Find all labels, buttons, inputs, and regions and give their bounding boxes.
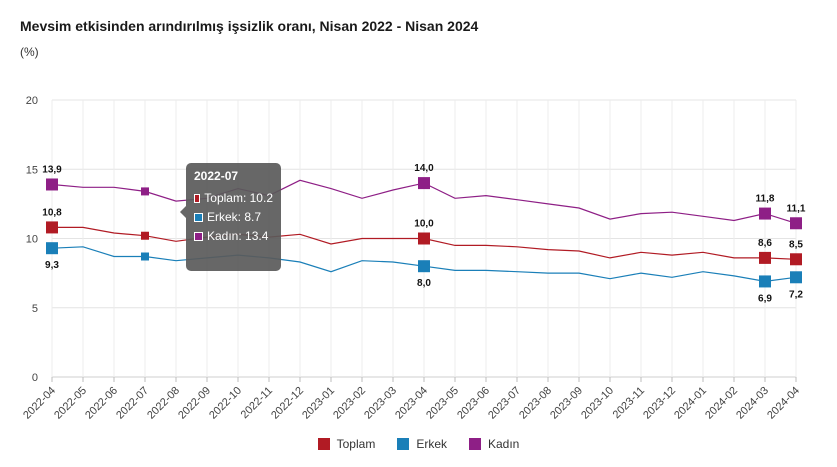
data-label: 10,0: [414, 219, 434, 230]
x-tick-label: 2022-04: [21, 385, 58, 422]
legend-label-erkek: Erkek: [416, 437, 447, 451]
tooltip-text-toplam: Toplam: 10.2: [204, 191, 273, 205]
legend-item-erkek[interactable]: Erkek: [397, 437, 447, 451]
x-tick-label: 2024-04: [765, 385, 802, 422]
marker-kadin: [790, 217, 802, 230]
x-tick-label: 2023-05: [424, 385, 461, 422]
data-label: 13,9: [42, 164, 62, 175]
y-tick-label: 15: [26, 164, 38, 176]
data-label: 11,8: [756, 194, 775, 205]
x-tick-label: 2023-11: [611, 385, 647, 421]
legend-swatch-kadin: [469, 438, 481, 450]
tooltip-row-toplam: Toplam: 10.2: [194, 191, 273, 205]
legend-swatch-erkek: [397, 438, 410, 450]
tooltip-title: 2022-07: [194, 169, 239, 183]
marker-kadin: [418, 177, 430, 190]
marker-toplam: [418, 232, 430, 245]
data-label: 9,3: [45, 260, 59, 271]
legend-label-toplam: Toplam: [336, 437, 376, 451]
x-tick-label: 2023-03: [362, 385, 399, 422]
x-tick-label: 2023-06: [455, 385, 492, 422]
x-tick-label: 2022-11: [239, 385, 275, 421]
data-label: 7,2: [789, 289, 803, 300]
hover-tooltip: 2022-07 Toplam: 10.2 Erkek: 8.7 Kadın: 1…: [180, 163, 281, 271]
marker-toplam: [46, 221, 58, 234]
x-tick-label: 2024-01: [672, 385, 709, 422]
x-tick-label: 2022-09: [176, 385, 213, 422]
data-label: 6,9: [758, 293, 772, 304]
axes: 051015202022-042022-052022-062022-072022…: [21, 95, 802, 422]
data-label: 14,0: [414, 163, 434, 174]
x-tick-label: 2022-06: [83, 385, 120, 422]
y-tick-label: 0: [32, 372, 38, 384]
x-tick-label: 2024-02: [703, 385, 740, 422]
tooltip-arrow: [180, 206, 186, 218]
x-tick-label: 2023-01: [300, 385, 337, 422]
x-tick-label: 2024-03: [734, 385, 771, 422]
x-tick-label: 2023-07: [486, 385, 523, 422]
marker-erkek: [418, 260, 430, 273]
tooltip-text-kadin: Kadın: 13.4: [207, 229, 269, 243]
data-labels: 13,9 10,8 9,3 14,0 10,0 8,0 11,8 8,6 6,9 11,1 8,5 7…: [42, 163, 806, 304]
data-label: 11,1: [787, 203, 806, 214]
x-tick-label: 2022-08: [145, 385, 182, 422]
marker-erkek: [790, 271, 802, 284]
tooltip-row-erkek: Erkek: 8.7: [194, 210, 273, 224]
x-tick-label: 2023-10: [579, 385, 616, 422]
chart-title: Mevsim etkisinden arındırılmış işsizlik …: [20, 18, 479, 34]
legend-label-kadin: Kadın: [488, 437, 520, 451]
x-tick-label: 2022-12: [269, 385, 306, 422]
legend-item-toplam[interactable]: Toplam: [317, 437, 376, 451]
tooltip-row-kadin: Kadın: 13.4: [194, 229, 273, 243]
marker-toplam: [759, 251, 771, 264]
marker-kadin: [46, 178, 58, 191]
data-label: 8,5: [789, 239, 803, 250]
x-tick-label: 2023-09: [548, 385, 585, 422]
tooltip-swatch-toplam: [194, 193, 201, 203]
x-tick-label: 2023-08: [517, 385, 554, 422]
y-tick-label: 20: [26, 95, 38, 107]
hover-marker-erkek: [141, 252, 149, 261]
x-tick-label: 2022-07: [114, 385, 151, 422]
x-tick-label: 2023-12: [641, 385, 678, 422]
hover-marker-toplam: [141, 231, 149, 240]
x-tick-label: 2022-10: [207, 385, 244, 422]
tooltip-swatch-erkek: [194, 212, 203, 222]
hover-marker-kadin: [141, 187, 149, 196]
y-tick-label: 10: [26, 234, 38, 246]
legend-item-kadin[interactable]: Kadın: [469, 437, 519, 451]
marker-kadin: [759, 207, 771, 220]
marker-erkek: [759, 275, 771, 288]
x-tick-label: 2022-05: [52, 385, 89, 422]
y-tick-label: 5: [32, 303, 38, 315]
x-tick-label: 2023-02: [331, 385, 368, 422]
data-label: 8,6: [758, 238, 772, 249]
marker-erkek: [46, 242, 58, 255]
series-markers: [46, 177, 802, 288]
legend: Toplam Erkek Kadın: [0, 437, 837, 451]
data-label: 10,8: [42, 207, 62, 218]
data-label: 8,0: [417, 278, 431, 289]
tooltip-swatch-kadin: [194, 231, 203, 241]
marker-toplam: [790, 253, 802, 266]
legend-swatch-toplam: [317, 438, 330, 450]
x-tick-label: 2023-04: [393, 385, 430, 422]
chart-unit: (%): [20, 45, 39, 59]
tooltip-text-erkek: Erkek: 8.7: [207, 210, 262, 224]
